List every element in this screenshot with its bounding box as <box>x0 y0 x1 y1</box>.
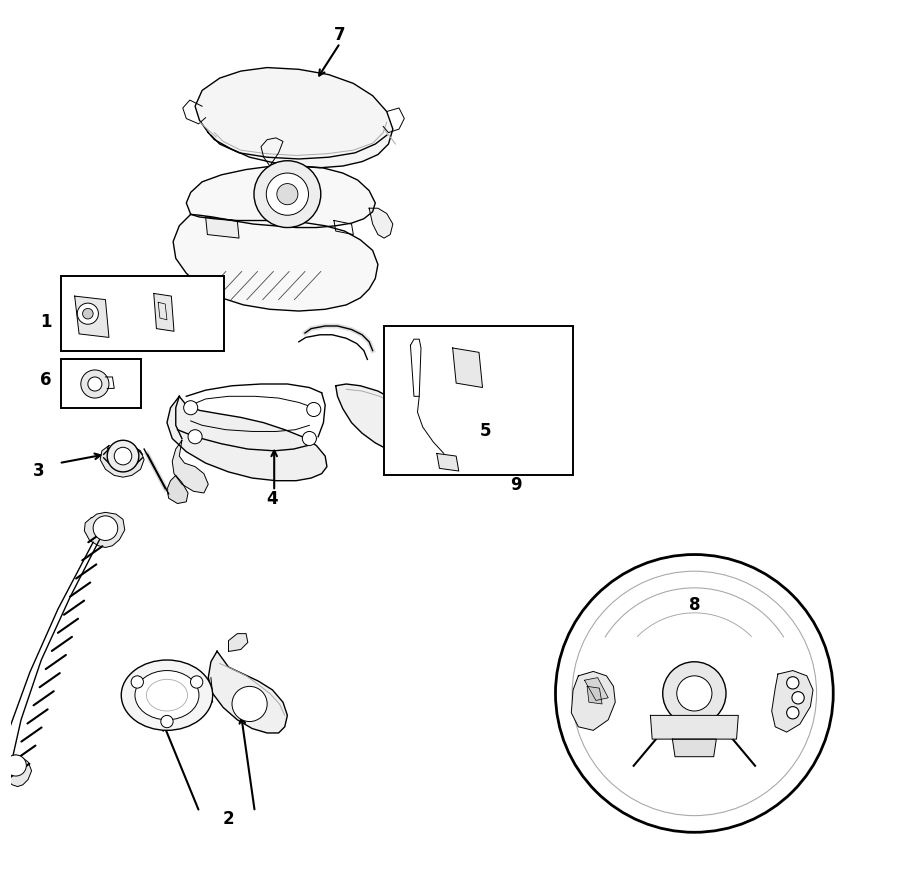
Circle shape <box>107 441 139 472</box>
Circle shape <box>662 662 726 725</box>
Polygon shape <box>771 671 813 732</box>
Circle shape <box>131 676 143 688</box>
Polygon shape <box>205 218 239 239</box>
Circle shape <box>88 378 102 392</box>
Polygon shape <box>208 651 287 733</box>
Circle shape <box>184 401 198 415</box>
Polygon shape <box>369 209 393 239</box>
Polygon shape <box>572 672 616 730</box>
Ellipse shape <box>135 671 199 720</box>
Circle shape <box>307 403 320 417</box>
Polygon shape <box>100 444 144 478</box>
Polygon shape <box>453 349 482 388</box>
Circle shape <box>787 677 799 689</box>
Polygon shape <box>173 215 378 312</box>
Bar <box>61 360 140 408</box>
Text: 2: 2 <box>222 810 234 827</box>
Ellipse shape <box>147 680 187 711</box>
Polygon shape <box>229 634 248 651</box>
Circle shape <box>83 309 93 320</box>
Polygon shape <box>2 755 32 787</box>
Circle shape <box>792 692 805 704</box>
Circle shape <box>161 716 173 728</box>
Circle shape <box>114 448 131 465</box>
Circle shape <box>555 555 833 832</box>
Polygon shape <box>172 441 208 493</box>
Polygon shape <box>75 297 109 338</box>
Polygon shape <box>195 68 393 169</box>
Polygon shape <box>336 385 431 458</box>
Circle shape <box>191 676 202 688</box>
Bar <box>61 277 224 351</box>
Circle shape <box>572 572 816 816</box>
Polygon shape <box>436 454 459 471</box>
Circle shape <box>77 304 98 325</box>
Circle shape <box>254 162 320 228</box>
Text: 8: 8 <box>688 595 700 613</box>
Polygon shape <box>167 397 327 481</box>
Text: 1: 1 <box>40 313 51 330</box>
Polygon shape <box>651 716 738 739</box>
Circle shape <box>232 687 267 722</box>
Circle shape <box>277 184 298 205</box>
Circle shape <box>93 516 118 541</box>
Polygon shape <box>587 687 602 704</box>
Circle shape <box>677 676 712 711</box>
Text: 9: 9 <box>510 476 522 493</box>
Text: 3: 3 <box>32 462 44 479</box>
Polygon shape <box>167 476 188 504</box>
Circle shape <box>188 430 202 444</box>
Text: 6: 6 <box>40 371 51 388</box>
Text: 7: 7 <box>334 26 346 44</box>
Ellipse shape <box>122 660 212 730</box>
Circle shape <box>266 174 309 216</box>
Circle shape <box>81 371 109 399</box>
Text: 4: 4 <box>266 490 278 507</box>
Polygon shape <box>154 294 174 332</box>
Circle shape <box>787 707 799 719</box>
Circle shape <box>302 432 317 446</box>
Polygon shape <box>672 739 716 757</box>
Polygon shape <box>584 678 608 701</box>
Polygon shape <box>186 167 375 228</box>
Text: 5: 5 <box>480 421 491 439</box>
Polygon shape <box>85 513 125 548</box>
Bar <box>384 327 573 476</box>
Circle shape <box>5 755 26 776</box>
